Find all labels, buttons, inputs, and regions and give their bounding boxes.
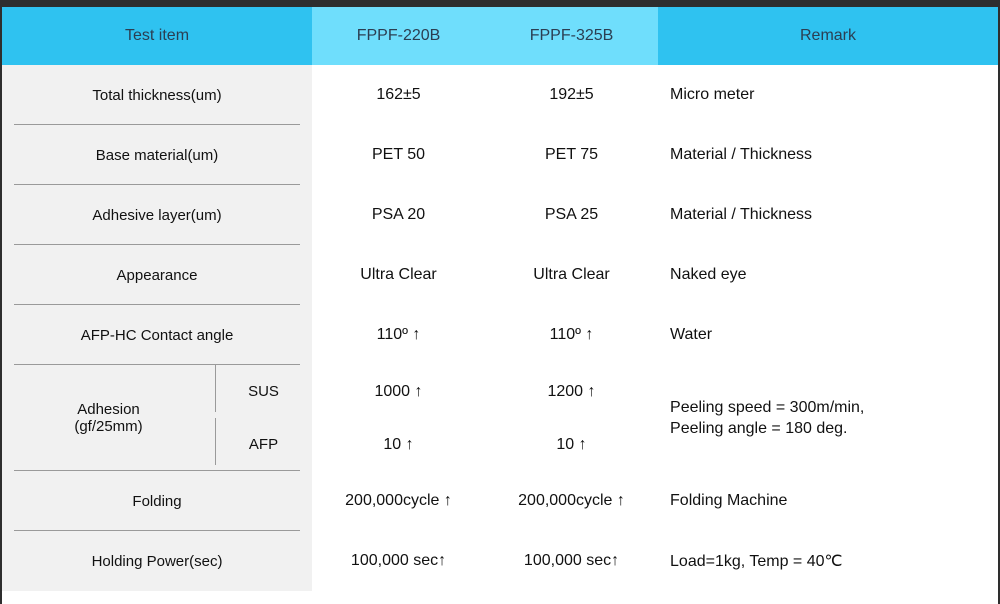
remark-adhesion-line1: Peeling speed = 300m/min, <box>670 399 865 416</box>
value-base-a: PET 50 <box>371 146 426 163</box>
row-label-holding: Holding Power(sec) <box>2 531 313 591</box>
row-label-folding: Folding <box>2 471 313 531</box>
value-sus-b: 1200 ↑ <box>547 382 596 400</box>
row-label-base: Base material(um) <box>2 125 313 185</box>
row-label-adhesion: Adhesion (gf/25mm) <box>2 365 215 471</box>
row-label-thickness: Total thickness(um) <box>2 65 313 125</box>
value-thickness-a: 162±5 <box>376 86 421 103</box>
remark-appearance: Naked eye <box>670 266 747 283</box>
adhesion-label-line1: Adhesion <box>77 401 140 418</box>
sub-label-sus: SUS <box>215 365 313 418</box>
header-test-item: Test item <box>2 7 313 65</box>
table-row: Base material(um) PET 50 PET 75 Material… <box>2 125 998 185</box>
value-contact-b: 110º ↑ <box>549 326 594 343</box>
table-row: Holding Power(sec) 100,000 sec↑ 100,000 … <box>2 531 998 591</box>
spec-table-frame: Test item FPPF-220B FPPF-325B Remark Tot… <box>2 7 998 604</box>
value-base-b: PET 75 <box>544 146 599 163</box>
value-appearance-b: Ultra Clear <box>533 266 610 283</box>
header-product-b: FPPF-325B <box>485 7 659 65</box>
value-holding-b: 100,000 sec↑ <box>523 552 620 569</box>
value-appearance-a: Ultra Clear <box>360 266 437 283</box>
remark-thickness: Micro meter <box>670 86 755 103</box>
spec-table: Test item FPPF-220B FPPF-325B Remark Tot… <box>2 7 998 591</box>
header-remark: Remark <box>658 7 998 65</box>
value-thickness-b: 192±5 <box>549 86 594 103</box>
table-row: Total thickness(um) 162±5 192±5 Micro me… <box>2 65 998 125</box>
row-label-appearance: Appearance <box>2 245 313 305</box>
table-row: AFP 10 ↑ 10 ↑ <box>2 418 998 471</box>
remark-contact: Water <box>670 326 713 343</box>
value-sus-a: 1000 ↑ <box>374 382 423 400</box>
remark-adhesive: Material / Thickness <box>670 206 812 223</box>
table-row: Folding 200,000cycle ↑ 200,000cycle ↑ Fo… <box>2 471 998 531</box>
value-afp-b: 10 ↑ <box>556 435 587 453</box>
sub-label-afp: AFP <box>215 418 313 471</box>
header-row: Test item FPPF-220B FPPF-325B Remark <box>2 7 998 65</box>
table-row: Adhesion (gf/25mm) SUS 1000 ↑ 1200 ↑ Pee… <box>2 365 998 471</box>
value-afp-a: 10 ↑ <box>383 435 414 453</box>
remark-holding: Load=1kg, Temp = 40℃ <box>670 553 843 570</box>
value-folding-b: 200,000cycle ↑ <box>518 492 625 509</box>
remark-adhesion: Peeling speed = 300m/min, Peeling angle … <box>658 365 998 471</box>
header-product-a: FPPF-220B <box>312 7 486 65</box>
table-row: Adhesive layer(um) PSA 20 PSA 25 Materia… <box>2 185 998 245</box>
table-row: Appearance Ultra Clear Ultra Clear Naked… <box>2 245 998 305</box>
remark-folding: Folding Machine <box>670 492 788 509</box>
value-adhesive-b: PSA 25 <box>544 206 599 223</box>
table-row: AFP-HC Contact angle 110º ↑ 110º ↑ Water <box>2 305 998 365</box>
row-label-adhesive: Adhesive layer(um) <box>2 185 313 245</box>
remark-adhesion-line2: Peeling angle = 180 deg. <box>670 420 848 437</box>
value-holding-a: 100,000 sec↑ <box>350 552 447 569</box>
row-label-contact-angle: AFP-HC Contact angle <box>2 305 313 365</box>
value-adhesive-a: PSA 20 <box>371 206 426 223</box>
value-contact-a: 110º ↑ <box>376 326 421 343</box>
adhesion-label-line2: (gf/25mm) <box>74 418 143 435</box>
value-folding-a: 200,000cycle ↑ <box>345 492 452 509</box>
remark-base: Material / Thickness <box>670 146 812 163</box>
